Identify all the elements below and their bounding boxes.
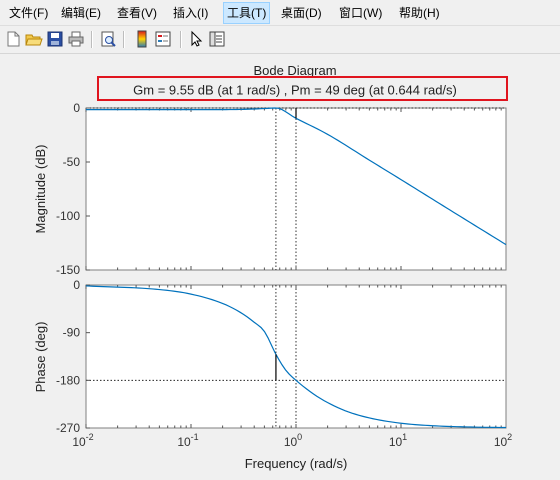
open-folder-icon[interactable]	[24, 29, 44, 49]
figure-canvas: Bode Diagram Gm = 9.55 dB (at 1 rad/s) ,…	[0, 55, 560, 475]
magnitude-axes[interactable]: 0 -50 -100 -150	[56, 101, 507, 277]
menu-window[interactable]: 窗口(W)	[339, 6, 383, 20]
frequency-xtick-label: 10-2	[72, 432, 93, 449]
phase-ylabel: Phase (deg)	[33, 322, 48, 393]
print-preview-icon[interactable]	[98, 29, 118, 49]
legend-icon[interactable]	[153, 29, 173, 49]
menu-edit[interactable]: 编辑(E)	[61, 6, 101, 20]
colorbar-icon[interactable]	[132, 29, 152, 49]
phase-ytick-label: 0	[73, 278, 80, 292]
margins-highlight-box	[97, 76, 508, 101]
magnitude-ylabel: Magnitude (dB)	[33, 145, 48, 234]
magnitude-ytick-label: -150	[56, 263, 80, 277]
bode-figure: Bode Diagram Gm = 9.55 dB (at 1 rad/s) ,…	[33, 63, 512, 471]
property-editor-icon[interactable]	[207, 29, 227, 49]
frequency-xtick-label: 102	[494, 432, 512, 449]
phase-ytick-label: -90	[63, 326, 81, 340]
menu-insert[interactable]: 插入(I)	[173, 6, 209, 20]
menu-desktop[interactable]: 桌面(D)	[281, 6, 322, 20]
magnitude-ytick-label: -100	[56, 209, 80, 223]
toolbar-separator	[180, 31, 182, 48]
menu-file[interactable]: 文件(F)	[9, 6, 49, 20]
magnitude-ytick-label: -50	[63, 155, 81, 169]
frequency-xtick-label: 101	[389, 432, 407, 449]
margins-label: Gm = 9.55 dB (at 1 rad/s) , Pm = 49 deg …	[133, 83, 457, 98]
menu-view[interactable]: 查看(V)	[117, 6, 157, 20]
phase-axes[interactable]: 0 -90 -180 -270 10-2 10-1 100 101 102	[56, 278, 512, 449]
frequency-xtick-label: 100	[284, 432, 302, 449]
menu-bar: 文件(F) 编辑(E) 查看(V) 插入(I) 工具(T) 桌面(D) 窗口(W…	[0, 0, 560, 26]
frequency-xlabel: Frequency (rad/s)	[245, 456, 348, 471]
toolbar	[0, 26, 560, 54]
new-file-icon[interactable]	[3, 29, 23, 49]
select-arrow-icon[interactable]	[186, 29, 206, 49]
phase-ytick-label: -180	[56, 373, 80, 387]
toolbar-separator	[123, 31, 125, 48]
menu-tools[interactable]: 工具(T)	[223, 2, 271, 24]
phase-curve	[85, 285, 507, 429]
magnitude-ytick-label: 0	[73, 101, 80, 115]
phase-ytick-label: -270	[56, 421, 80, 435]
menu-help[interactable]: 帮助(H)	[399, 6, 440, 20]
frequency-xtick-label: 10-1	[177, 432, 198, 449]
figure-title: Bode Diagram	[253, 63, 336, 78]
toolbar-separator	[91, 31, 93, 48]
save-icon[interactable]	[45, 29, 65, 49]
print-icon[interactable]	[66, 29, 86, 49]
